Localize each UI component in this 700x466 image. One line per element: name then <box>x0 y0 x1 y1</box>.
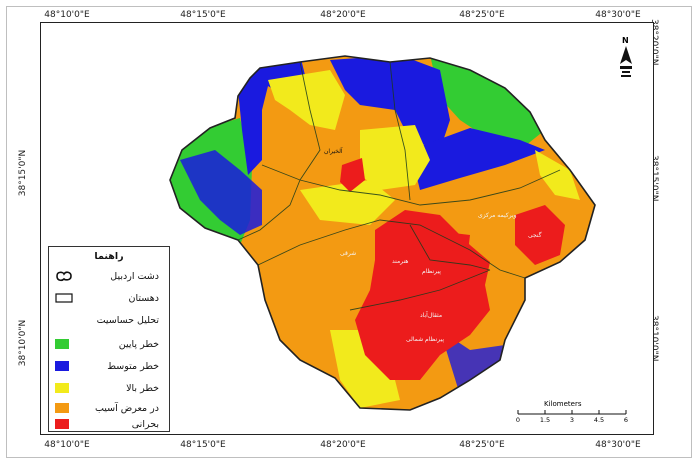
medium-risk-zone-east <box>410 128 545 190</box>
coord-top-2: 48°15'0"E <box>180 10 226 20</box>
high-risk-swatch <box>55 383 69 393</box>
medium-risk-zone-north <box>330 56 450 150</box>
place-label: پیرنظام <box>422 268 441 275</box>
district-boundaries <box>237 61 561 311</box>
outline-boundary-icon <box>56 271 72 282</box>
legend-class-critical: بحرانی <box>55 417 159 431</box>
critical-zone-east <box>515 205 565 265</box>
plain-boundary <box>169 55 596 411</box>
critical-swatch <box>55 419 69 429</box>
high-risk-zone-center <box>360 125 430 190</box>
vulnerable-swatch <box>55 403 69 413</box>
high-risk-zone-southwest <box>330 330 400 408</box>
high-risk-zone-east <box>535 150 580 200</box>
scale-tick: 0 <box>515 416 521 424</box>
legend-class-high: خطر بالا <box>55 381 159 395</box>
legend-item-label: دشت اردبیل <box>110 270 159 282</box>
scale-tick: 1.5 <box>539 416 551 424</box>
critical-zone-north <box>340 158 365 192</box>
legend-class-label: در معرض آسیب <box>94 402 159 414</box>
place-label: پیرنظام شمالی <box>406 336 444 343</box>
high-risk-zone-middle <box>300 180 395 225</box>
medium-risk-swatch <box>55 361 69 371</box>
legend-analysis-title: تحلیل حساسیت <box>55 313 159 327</box>
high-risk-zone-north <box>268 70 345 130</box>
coord-top-5: 48°30'0"E <box>595 10 641 20</box>
medium-risk-zone-west <box>180 150 262 235</box>
map-legend: راهنما دشت اردبیل دهستان تحلیل حساسیت خط… <box>48 246 170 432</box>
rectangle-boundary-icon <box>55 293 73 303</box>
place-label: آلخیران <box>324 148 343 155</box>
scale-tick: 3 <box>569 416 575 424</box>
north-arrow-icon <box>620 46 632 77</box>
low-risk-swatch <box>55 339 69 349</box>
coord-bottom-4: 48°25'0"E <box>459 440 505 450</box>
place-label: مثقال‌آباد <box>420 312 443 319</box>
legend-item-label: دهستان <box>128 292 159 304</box>
legend-class-medium: خطر متوسط <box>55 359 159 373</box>
place-label: گنجی <box>528 232 542 239</box>
scale-bar-graphic <box>517 410 627 415</box>
scale-tick: 6 <box>623 416 629 424</box>
coord-bottom-5: 48°30'0"E <box>595 440 641 450</box>
legend-class-label: خطر بالا <box>126 382 159 394</box>
scale-title: Kilometers <box>544 400 582 408</box>
north-arrow: N <box>618 36 640 84</box>
critical-zone-small <box>445 232 470 252</box>
legend-title: راهنما <box>94 251 124 262</box>
legend-class-label: خطر متوسط <box>107 360 159 372</box>
coord-bottom-3: 48°20'0"E <box>320 440 366 450</box>
critical-zone-center <box>355 210 490 380</box>
place-label: هنرمند <box>392 258 409 265</box>
analysis-title: تحلیل حساسیت <box>96 314 159 326</box>
scale-tick: 4.5 <box>593 416 605 424</box>
place-label: ویرکیمه مرکزی <box>478 212 517 219</box>
coord-top-1: 48°10'0"E <box>44 10 90 20</box>
legend-class-label: بحرانی <box>131 418 159 430</box>
legend-item-district: دهستان <box>55 291 159 305</box>
coord-top-3: 48°20'0"E <box>320 10 366 20</box>
scale-bar: Kilometers 0 1.5 3 4.5 6 <box>514 400 632 432</box>
coord-top-4: 48°25'0"E <box>459 10 505 20</box>
legend-class-low: خطر پایین <box>55 337 159 351</box>
legend-class-vulnerable: در معرض آسیب <box>55 401 159 415</box>
legend-item-plain: دشت اردبیل <box>55 269 159 283</box>
place-label: شرقی <box>340 250 357 257</box>
north-letter: N <box>622 36 629 45</box>
outer-frame <box>6 6 692 458</box>
coord-bottom-1: 48°10'0"E <box>44 440 90 450</box>
coord-bottom-2: 48°15'0"E <box>180 440 226 450</box>
low-risk-zone-northeast <box>430 56 545 150</box>
legend-class-label: خطر پایین <box>118 338 159 350</box>
